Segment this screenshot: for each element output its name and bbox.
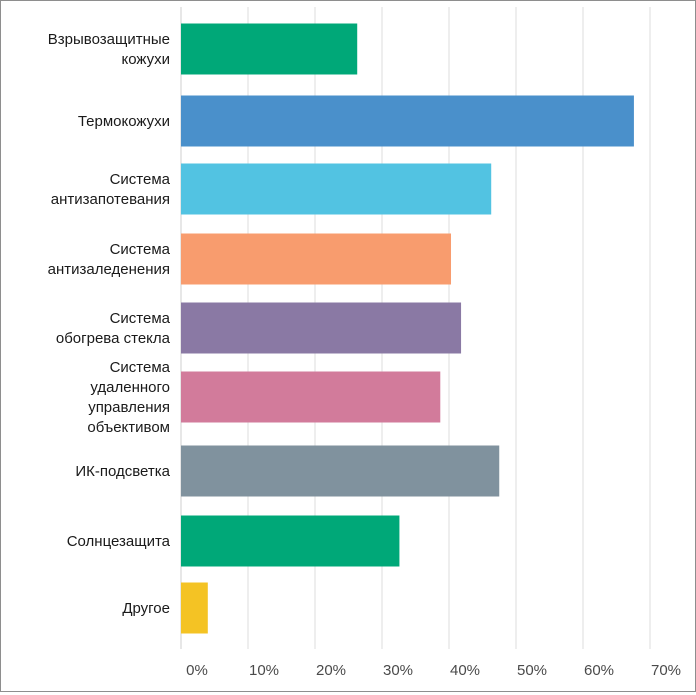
bars (181, 23, 634, 634)
bar (181, 445, 500, 497)
bar (181, 582, 208, 634)
category-label: Система удаленного управления объективом (87, 359, 170, 436)
x-tick-label: 20% (316, 662, 346, 679)
x-tick-label: 10% (249, 662, 279, 679)
bar (181, 515, 400, 567)
category-label: Система антизапотевания (51, 171, 171, 208)
x-tick-label: 30% (383, 662, 413, 679)
category-label: Другое (122, 600, 170, 617)
category-label: Система антизаледенения (48, 241, 171, 278)
category-labels: Взрывозащитные кожухи Термокожухи Система ан… (48, 31, 171, 617)
category-label: Взрывозащитные кожухи (48, 31, 170, 68)
x-axis-ticks: 0% 10% 20% 30% 40% 50% 60% 70% (186, 662, 681, 679)
category-label: Солнцезащита (67, 533, 171, 550)
bar (181, 163, 492, 215)
x-tick-label: 50% (517, 662, 547, 679)
bar (181, 233, 452, 285)
bar (181, 95, 634, 147)
x-tick-label: 40% (450, 662, 480, 679)
x-tick-label: 0% (186, 662, 208, 679)
category-label: Термокожухи (78, 113, 170, 130)
x-tick-label: 70% (651, 662, 681, 679)
bar (181, 302, 462, 354)
x-tick-label: 60% (584, 662, 614, 679)
category-label: Система обогрева стекла (56, 310, 171, 347)
bar (181, 371, 441, 423)
bar (181, 23, 358, 75)
category-label: ИК-подсветка (75, 463, 170, 480)
